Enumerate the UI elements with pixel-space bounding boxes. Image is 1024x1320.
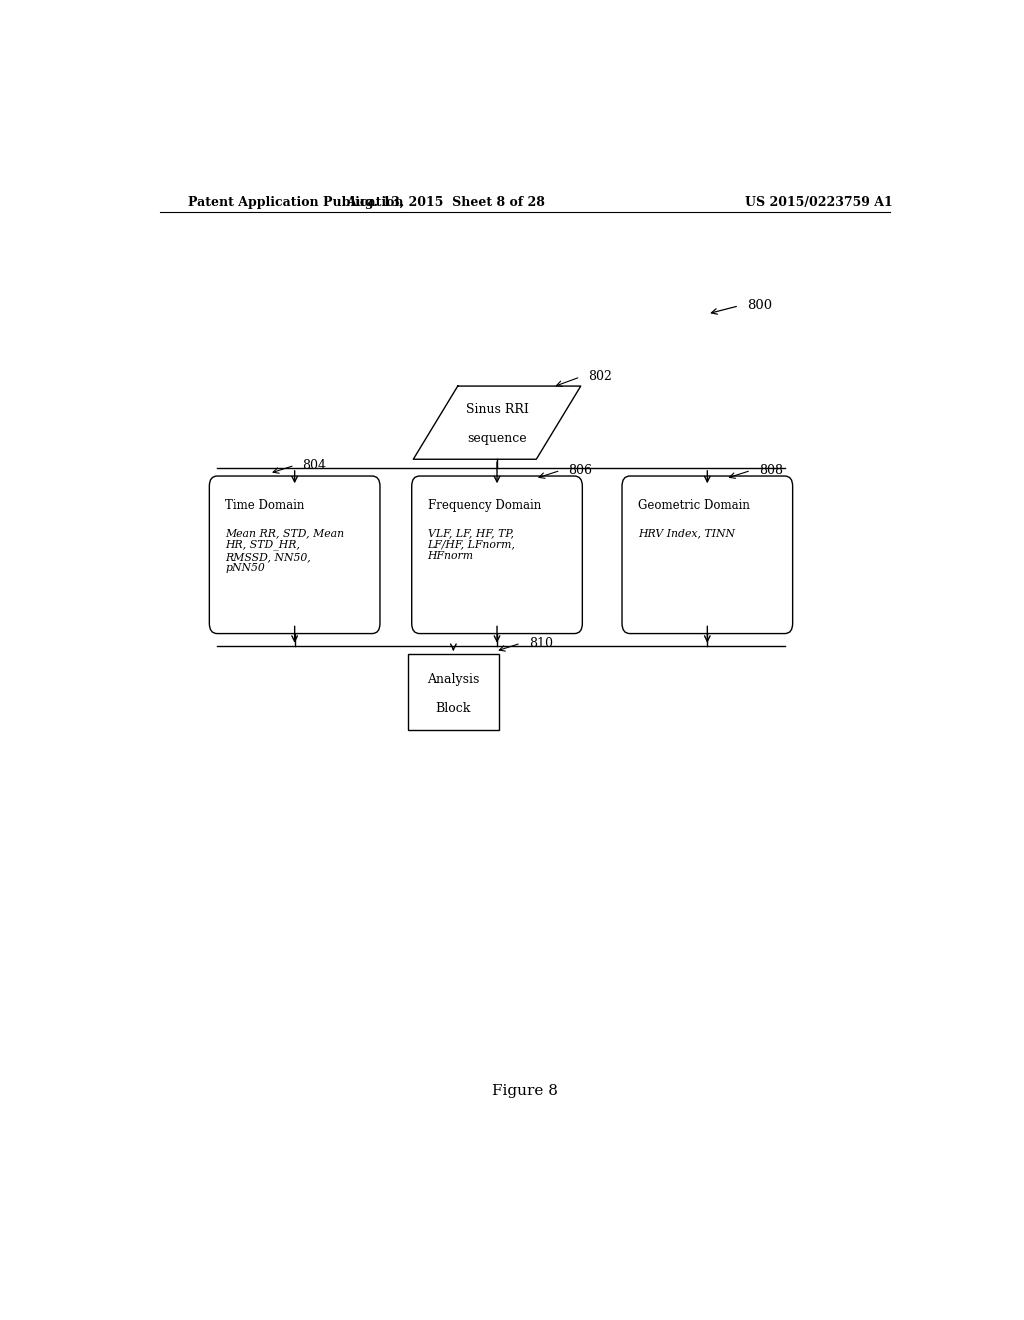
Text: sequence: sequence: [467, 433, 526, 445]
Text: Frequency Domain: Frequency Domain: [428, 499, 541, 512]
Text: 810: 810: [528, 636, 553, 649]
FancyBboxPatch shape: [412, 477, 583, 634]
Text: 808: 808: [759, 463, 783, 477]
Text: 802: 802: [588, 371, 612, 383]
Text: Geometric Domain: Geometric Domain: [638, 499, 750, 512]
Text: Block: Block: [435, 702, 471, 714]
Text: Patent Application Publication: Patent Application Publication: [187, 195, 403, 209]
Text: Mean RR, STD, Mean
HR, STD_HR,
RMSSD, NN50,
pNN50: Mean RR, STD, Mean HR, STD_HR, RMSSD, NN…: [225, 528, 344, 573]
Text: 800: 800: [748, 300, 772, 313]
Text: HRV Index, TINN: HRV Index, TINN: [638, 528, 735, 537]
Text: 804: 804: [303, 459, 327, 471]
Text: Analysis: Analysis: [427, 673, 479, 686]
Text: Sinus RRI: Sinus RRI: [466, 403, 528, 416]
Text: Aug. 13, 2015  Sheet 8 of 28: Aug. 13, 2015 Sheet 8 of 28: [346, 195, 545, 209]
Text: VLF, LF, HF, TP,
LF/HF, LFnorm,
HFnorm: VLF, LF, HF, TP, LF/HF, LFnorm, HFnorm: [428, 528, 516, 561]
FancyBboxPatch shape: [622, 477, 793, 634]
Text: Figure 8: Figure 8: [492, 1085, 558, 1098]
Text: 806: 806: [568, 463, 593, 477]
Text: US 2015/0223759 A1: US 2015/0223759 A1: [744, 195, 892, 209]
FancyBboxPatch shape: [209, 477, 380, 634]
Bar: [408, 653, 499, 730]
Text: Time Domain: Time Domain: [225, 499, 304, 512]
